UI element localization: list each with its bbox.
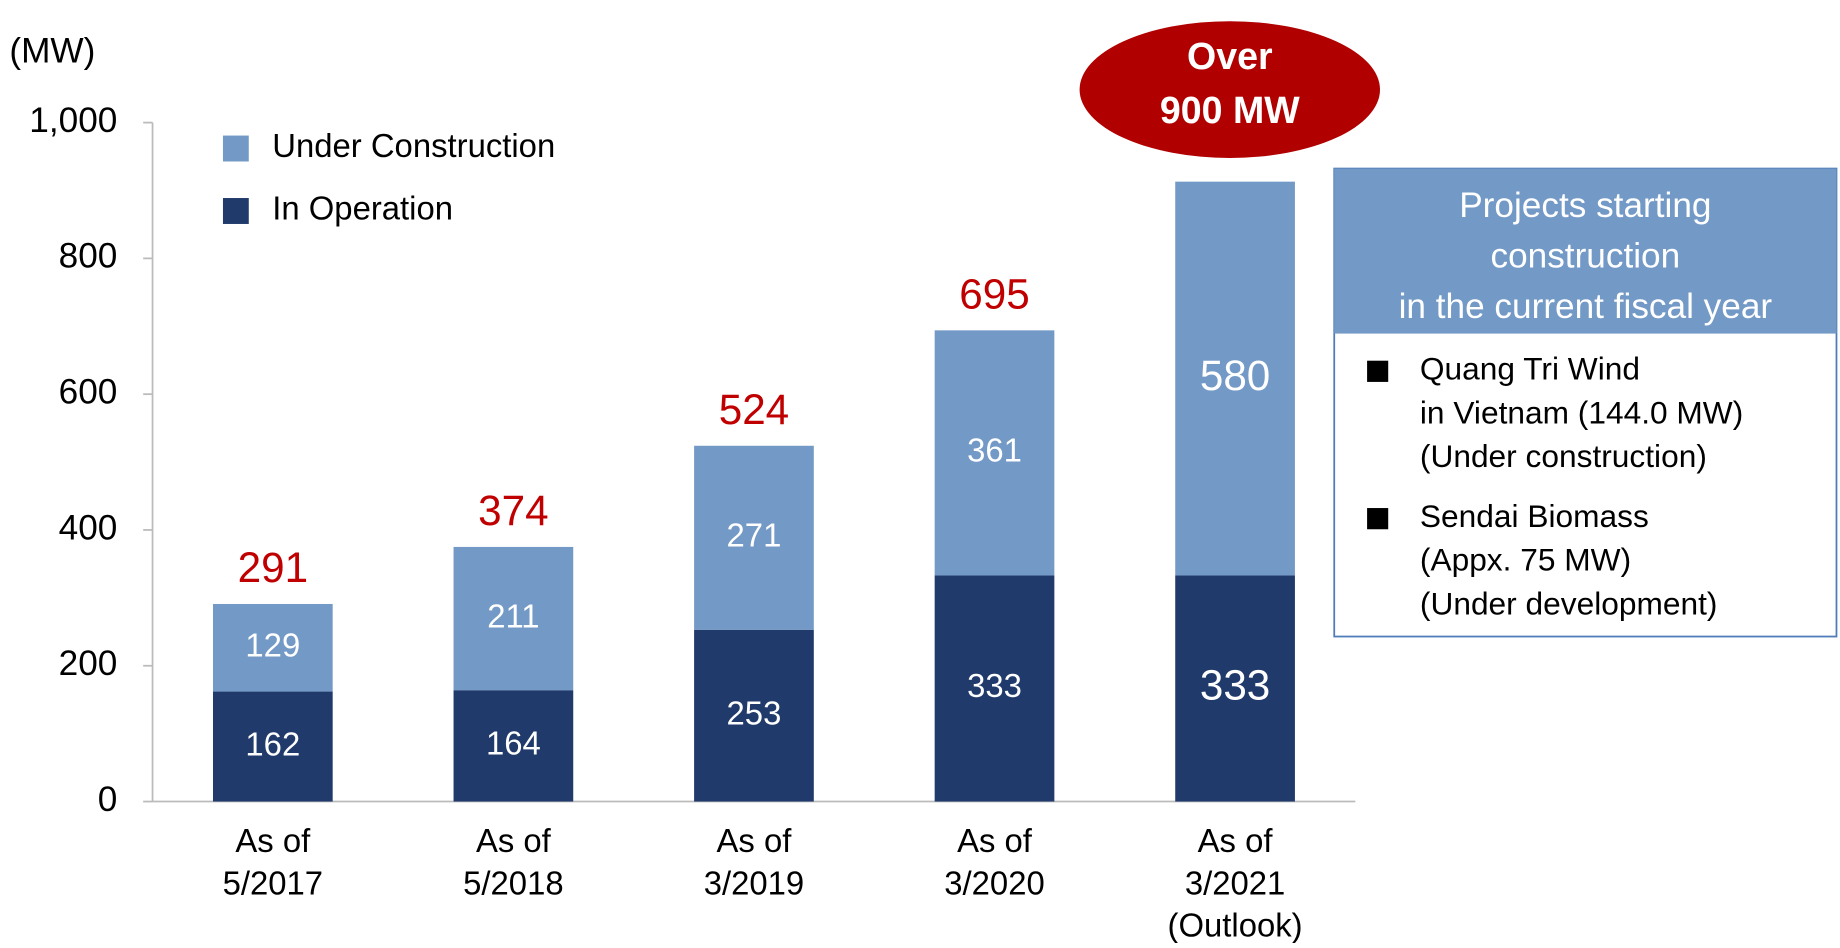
value-label: 361 <box>967 432 1022 469</box>
total-label: 695 <box>959 270 1029 317</box>
y-tick-label: 400 <box>59 508 118 547</box>
x-tick-label: As of 5/2018 <box>463 821 563 901</box>
bar-segment <box>453 690 574 802</box>
annotation-text: Over <box>1187 35 1273 77</box>
x-tick-label: As of 3/2021 (Outlook) <box>1168 821 1303 943</box>
value-label: 253 <box>727 694 782 731</box>
box-item: (Under development) <box>1420 585 1718 621</box>
legend-swatch <box>222 135 249 162</box>
box-item: (Appx. 75 MW) <box>1420 542 1631 578</box>
box-title: Projects starting <box>1459 186 1711 225</box>
box-title: construction <box>1491 236 1681 275</box>
annotation-text: 900 MW <box>1160 89 1300 131</box>
x-tick-label: As of 3/2019 <box>704 821 804 901</box>
bar-segment <box>694 629 814 802</box>
legend-swatch <box>222 198 249 224</box>
y-tick-label: 200 <box>59 644 118 683</box>
bar-segment <box>212 603 333 692</box>
bar-segment <box>453 546 574 691</box>
bar-segment <box>212 691 333 802</box>
annotation-badge <box>1079 21 1380 158</box>
y-tick-label: 1,000 <box>29 101 117 140</box>
total-label: 524 <box>719 386 789 433</box>
legend-label: In Operation <box>272 190 453 227</box>
y-tick-label: 800 <box>59 237 118 276</box>
total-label: 374 <box>478 487 548 534</box>
bar-segment <box>1175 575 1295 802</box>
bullet <box>1367 508 1389 530</box>
box-item: Quang Tri Wind <box>1420 351 1640 387</box>
value-label: 164 <box>486 725 541 762</box>
value-label: 211 <box>487 597 539 634</box>
x-tick-label: As of 5/2017 <box>223 821 323 901</box>
y-tick-label: 0 <box>98 780 118 819</box>
box-header <box>1334 168 1837 334</box>
box-title: in the current fiscal year <box>1399 287 1773 326</box>
legend-label: Under Construction <box>272 127 555 164</box>
box-item: (Under construction) <box>1420 438 1707 474</box>
value-label: 271 <box>727 516 782 553</box>
x-tick-label: As of 3/2020 <box>944 821 1044 901</box>
bar-segment <box>934 575 1055 802</box>
bullet <box>1367 360 1389 382</box>
total-label: 291 <box>238 544 308 591</box>
value-label: 333 <box>967 667 1022 704</box>
bar-segment <box>1175 181 1295 576</box>
y-axis-label: (MW) <box>9 31 95 70</box>
box-item: in Vietnam (144.0 MW) <box>1420 394 1743 430</box>
value-label: 129 <box>245 626 300 663</box>
y-tick-label: 600 <box>59 372 118 411</box>
value-label: 162 <box>245 725 300 762</box>
bar-segment <box>934 330 1055 576</box>
box-item: Sendai Biomass <box>1420 498 1649 534</box>
bar-segment <box>694 445 814 630</box>
value-label: 580 <box>1200 352 1270 399</box>
value-label: 333 <box>1200 662 1270 709</box>
